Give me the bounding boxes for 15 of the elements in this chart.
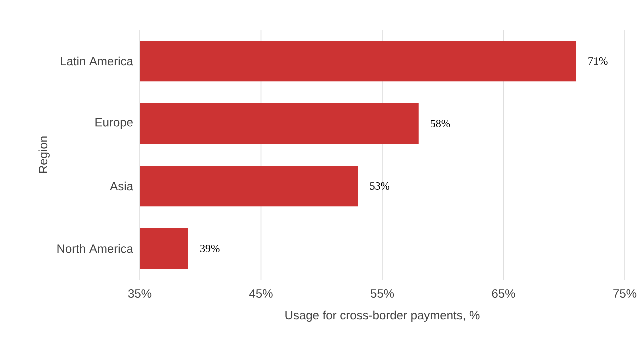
y-tick-label: Asia	[110, 182, 134, 191]
x-tick-label: 75%	[614, 290, 637, 298]
x-axis-title: Usage for cross-border payments, %	[286, 310, 480, 322]
x-tick-label: 35%	[128, 290, 152, 298]
x-tick-label: 45%	[250, 290, 273, 298]
y-tick-label: North America	[58, 244, 134, 254]
y-tick-label: Latin America	[61, 56, 134, 66]
data-label: 39%	[200, 245, 220, 252]
x-tick-label: 55%	[370, 290, 394, 298]
y-axis-title: Region	[38, 136, 50, 174]
data-label: 58%	[431, 120, 450, 128]
y-tick-label: Europe	[96, 118, 133, 130]
data-label: 53%	[370, 182, 390, 190]
x-tick-label: 65%	[492, 290, 516, 298]
data-label: 71%	[588, 58, 608, 65]
